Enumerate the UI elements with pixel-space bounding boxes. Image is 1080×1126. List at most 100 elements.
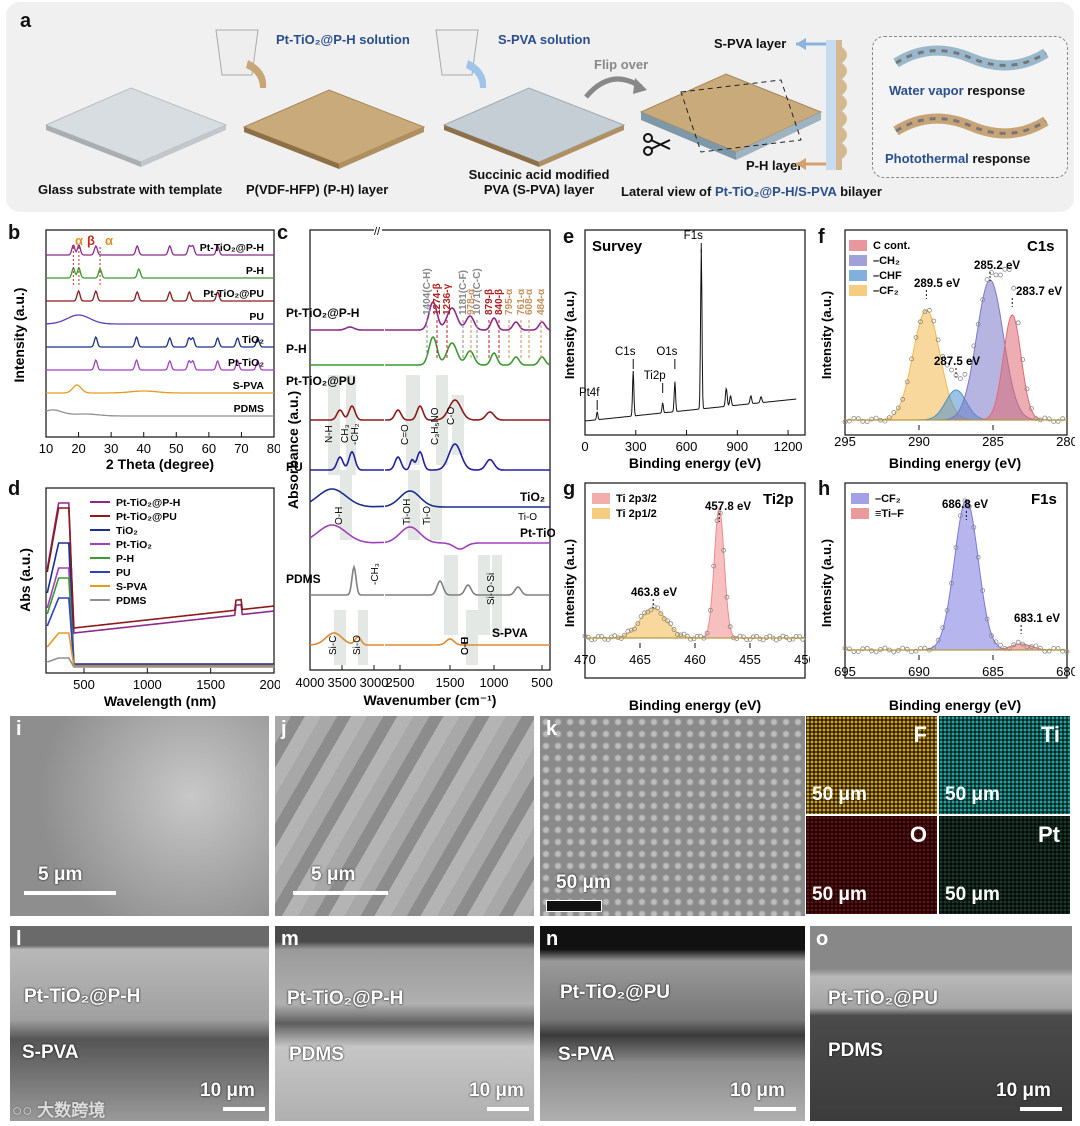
peak-fills-h bbox=[842, 498, 1070, 655]
band-highlight-c bbox=[340, 470, 352, 540]
x-tick-label: 290 bbox=[908, 434, 930, 449]
x-tick-label: 685 bbox=[982, 664, 1004, 679]
band-label-c: C=O bbox=[400, 424, 411, 445]
data-point bbox=[665, 618, 670, 624]
layer-label-top-o: Pt-TiO₂@PU bbox=[828, 988, 939, 1009]
peak-label: 683.1 eV bbox=[1014, 613, 1060, 625]
peak-label: 457.8 eV bbox=[705, 501, 751, 513]
axis-label-y-b: Intensity (a.u.) bbox=[11, 288, 27, 383]
series-label-c: TiO₂ bbox=[520, 490, 545, 504]
band-highlight-c bbox=[466, 610, 478, 665]
peak-annotation-c: 795-α bbox=[504, 288, 515, 315]
component-fill bbox=[585, 507, 805, 639]
data-point bbox=[655, 605, 660, 611]
x-tick-label: 450 bbox=[794, 652, 810, 667]
legend-label-d: Pt-TiO₂@PU bbox=[116, 511, 177, 523]
data-point bbox=[931, 318, 937, 324]
panel-letter-e: e bbox=[563, 226, 575, 248]
band-labels-c: N-H CH₃ -CH₂ C=O C₃H₅NO C-OO-H Ti-OH Ti-O Ti-O-C… bbox=[324, 406, 537, 655]
axis-label-y-h: Intensity (a.u.) bbox=[819, 539, 834, 627]
data-point bbox=[882, 418, 888, 424]
data-point bbox=[602, 636, 608, 642]
layer-label-top-n: Pt-TiO₂@PU bbox=[560, 982, 671, 1003]
peak-label-e: Ti2p bbox=[644, 370, 666, 382]
data-point bbox=[711, 563, 717, 569]
scale-bar-k: 50 μm bbox=[556, 872, 611, 893]
series-line-d bbox=[46, 632, 274, 667]
legend-label: –CH₂ bbox=[873, 255, 900, 267]
legend-label: ≡Ti–F bbox=[875, 508, 904, 520]
peak-fills-f bbox=[842, 266, 1067, 425]
peak-label: 283.7 eV bbox=[1016, 286, 1062, 298]
data-point bbox=[891, 410, 897, 415]
data-point bbox=[984, 277, 990, 282]
component-fill bbox=[585, 607, 805, 639]
watermark-logo-icon: ○○ bbox=[12, 1101, 33, 1120]
band-label-c: O-H bbox=[334, 507, 345, 525]
sem-image-l: l Pt-TiO₂@P-H S-PVA 10 μm bbox=[10, 926, 269, 1121]
panel-letter-m: m bbox=[281, 928, 299, 950]
series-label-b: Pt-TiO₂@P-H bbox=[200, 242, 264, 254]
series-label-b: Pt-TiO₂@PU bbox=[203, 288, 264, 300]
pt-tio2-ph-solution-label: Pt-TiO₂@P-H solution bbox=[276, 32, 410, 47]
series-line-b bbox=[46, 358, 274, 371]
data-point bbox=[681, 631, 687, 637]
data-point bbox=[997, 642, 1003, 648]
series-line-b bbox=[46, 267, 274, 279]
band-highlight-c bbox=[346, 375, 356, 475]
panel-letter-l: l bbox=[16, 928, 22, 950]
scale-bar-i: 5 μm bbox=[38, 864, 83, 885]
data-point bbox=[918, 319, 923, 325]
data-point bbox=[860, 418, 866, 424]
series-line-b bbox=[46, 314, 274, 325]
series-line-c bbox=[310, 564, 550, 596]
x-tick-label-d: 500 bbox=[73, 677, 95, 692]
data-point bbox=[592, 636, 598, 642]
peak-annotations-c: 1404(C-H) 1181(C-F) 1071(C-C) 1274-β 1236-γ 8… bbox=[422, 268, 547, 360]
panel-e-chart: Survey Intensity (a.u.) Binding energy (… bbox=[562, 229, 806, 471]
peak-label-e: Pt4f bbox=[579, 387, 600, 399]
panel-letter-d: d bbox=[8, 478, 21, 500]
data-point bbox=[1029, 644, 1034, 650]
data-point bbox=[1024, 644, 1030, 650]
legend-g: Ti 2p3/2 Ti 2p1/2 bbox=[592, 493, 657, 520]
data-point bbox=[944, 362, 950, 368]
series-label-b: PU bbox=[249, 311, 264, 323]
data-point bbox=[1006, 267, 1012, 272]
photothermal-response-label: Photothermal response bbox=[885, 151, 1031, 166]
sem-image-o: o Pt-TiO₂@PU PDMS 10 μm bbox=[810, 926, 1072, 1121]
data-point bbox=[847, 646, 852, 652]
data-point bbox=[975, 321, 981, 327]
x-tick-label-e: 1200 bbox=[774, 439, 803, 454]
panel-d-chart: Abs (a.u.) Wavelength (nm) 500 1000 1500 20… bbox=[17, 487, 280, 709]
x-tick-label: 455 bbox=[739, 652, 761, 667]
data-point bbox=[1015, 320, 1021, 326]
data-point bbox=[962, 371, 968, 377]
series-line-d bbox=[46, 502, 275, 634]
data-point bbox=[648, 607, 654, 613]
legend-swatch bbox=[849, 285, 867, 296]
watermark: ○○ 大数跨境 bbox=[12, 1101, 106, 1120]
data-point bbox=[651, 604, 657, 610]
series-labels-b: Pt-TiO₂@P-H P-H Pt-TiO₂@PU PU TiO₂ Pt-TiO₂ S-P… bbox=[200, 242, 265, 415]
series-label-c: Pt-TiO₂@PU bbox=[286, 374, 355, 388]
axis-label-y-g: Intensity (a.u.) bbox=[562, 539, 577, 627]
map-element-label: F bbox=[913, 722, 927, 747]
legend-swatch bbox=[849, 270, 867, 281]
data-point bbox=[1042, 648, 1048, 654]
panel-letter-i: i bbox=[16, 718, 22, 740]
chart-title-h: F1s bbox=[1031, 491, 1057, 508]
step3-caption: Succinic acid modified PVA (S-PVA) layer bbox=[468, 167, 610, 197]
legend-label: Ti 2p1/2 bbox=[616, 508, 657, 520]
peak-fills-g bbox=[582, 507, 806, 643]
legend-swatch bbox=[592, 493, 610, 504]
series-group-b bbox=[45, 244, 274, 417]
series-label-b: S-PVA bbox=[233, 380, 265, 392]
data-point bbox=[980, 588, 986, 593]
step1-caption: Glass substrate with template bbox=[38, 182, 223, 197]
elemental-map-ti: Ti 50 μm bbox=[939, 716, 1070, 814]
band-label-c: Ti-O bbox=[518, 512, 537, 523]
data-point bbox=[997, 272, 1003, 278]
data-point bbox=[721, 547, 727, 553]
x-tick-label-e: 300 bbox=[625, 439, 647, 454]
